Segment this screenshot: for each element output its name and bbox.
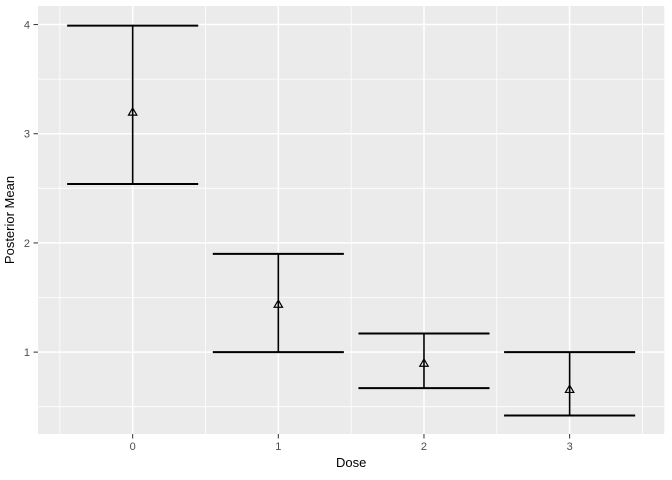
- y-tick-label-3: 4: [24, 20, 30, 32]
- mean-marker-triangle-dose-3: [564, 384, 575, 394]
- mean-marker-triangle-dose-1: [273, 298, 284, 308]
- x-tick-label-2: 2: [421, 441, 427, 453]
- plot-generated-layer: 0 1 2 3 1 2 3 4: [24, 6, 665, 453]
- mean-marker-triangle-dose-2: [418, 357, 430, 367]
- mean-marker-triangle-dose-0: [127, 106, 138, 116]
- x-tick-label-0: 0: [130, 441, 136, 453]
- x-tick-label-1: 1: [275, 441, 281, 453]
- y-tick-label-2: 3: [24, 129, 30, 141]
- x-axis-title: Dose: [336, 455, 366, 470]
- x-tick-label-3: 3: [567, 441, 573, 453]
- y-tick-label-1: 2: [24, 238, 30, 250]
- y-axis-title: Posterior Mean: [2, 176, 17, 264]
- y-tick-label-0: 1: [24, 347, 30, 359]
